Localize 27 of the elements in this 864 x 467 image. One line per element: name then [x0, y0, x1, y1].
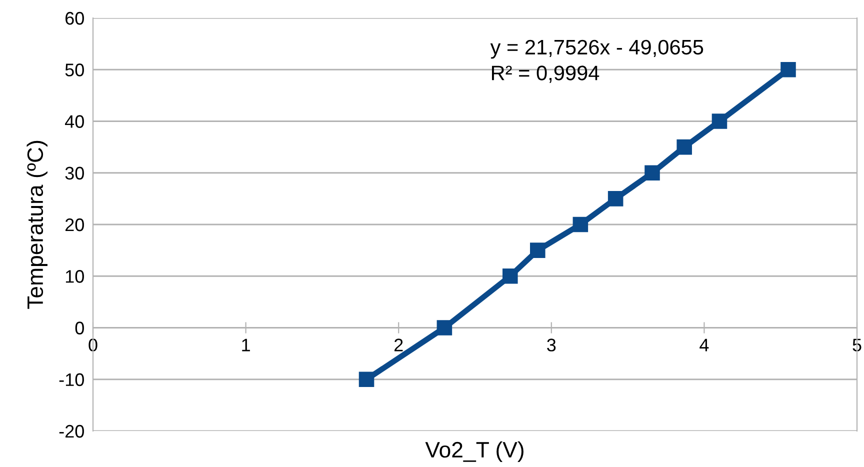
y-tick-label: 30: [65, 166, 84, 180]
x-tick-label: 4: [700, 338, 709, 352]
point: [358, 372, 374, 388]
y-tick-label: 50: [65, 64, 84, 76]
point: [712, 114, 728, 129]
y-axis-title: Temperatura (ºC): [26, 140, 48, 309]
y-tick-label: 40: [65, 115, 84, 128]
y-tick-label: 20: [65, 218, 84, 232]
point: [608, 191, 624, 206]
y-tick-label: -10: [59, 373, 84, 386]
x-axis-title: Vo2_T (V): [425, 441, 524, 462]
point: [676, 139, 692, 155]
y-tick-label: 10: [66, 270, 84, 283]
point: [502, 268, 518, 284]
y-tick-label: 60: [66, 12, 84, 25]
x-tick-label: 3: [547, 338, 556, 352]
point: [572, 216, 588, 232]
y-tick-label: -20: [59, 424, 84, 438]
point: [644, 165, 660, 181]
point: [530, 242, 546, 258]
annotation: y = 21,7526x - 49,0655: [490, 40, 704, 59]
annotation: R² = 0,9994: [492, 66, 600, 83]
point: [436, 320, 452, 336]
y-tick-label: 0: [75, 322, 84, 334]
x-tick-label: 1: [242, 338, 250, 352]
x-tick-label: 2: [394, 338, 403, 352]
point: [780, 62, 796, 78]
